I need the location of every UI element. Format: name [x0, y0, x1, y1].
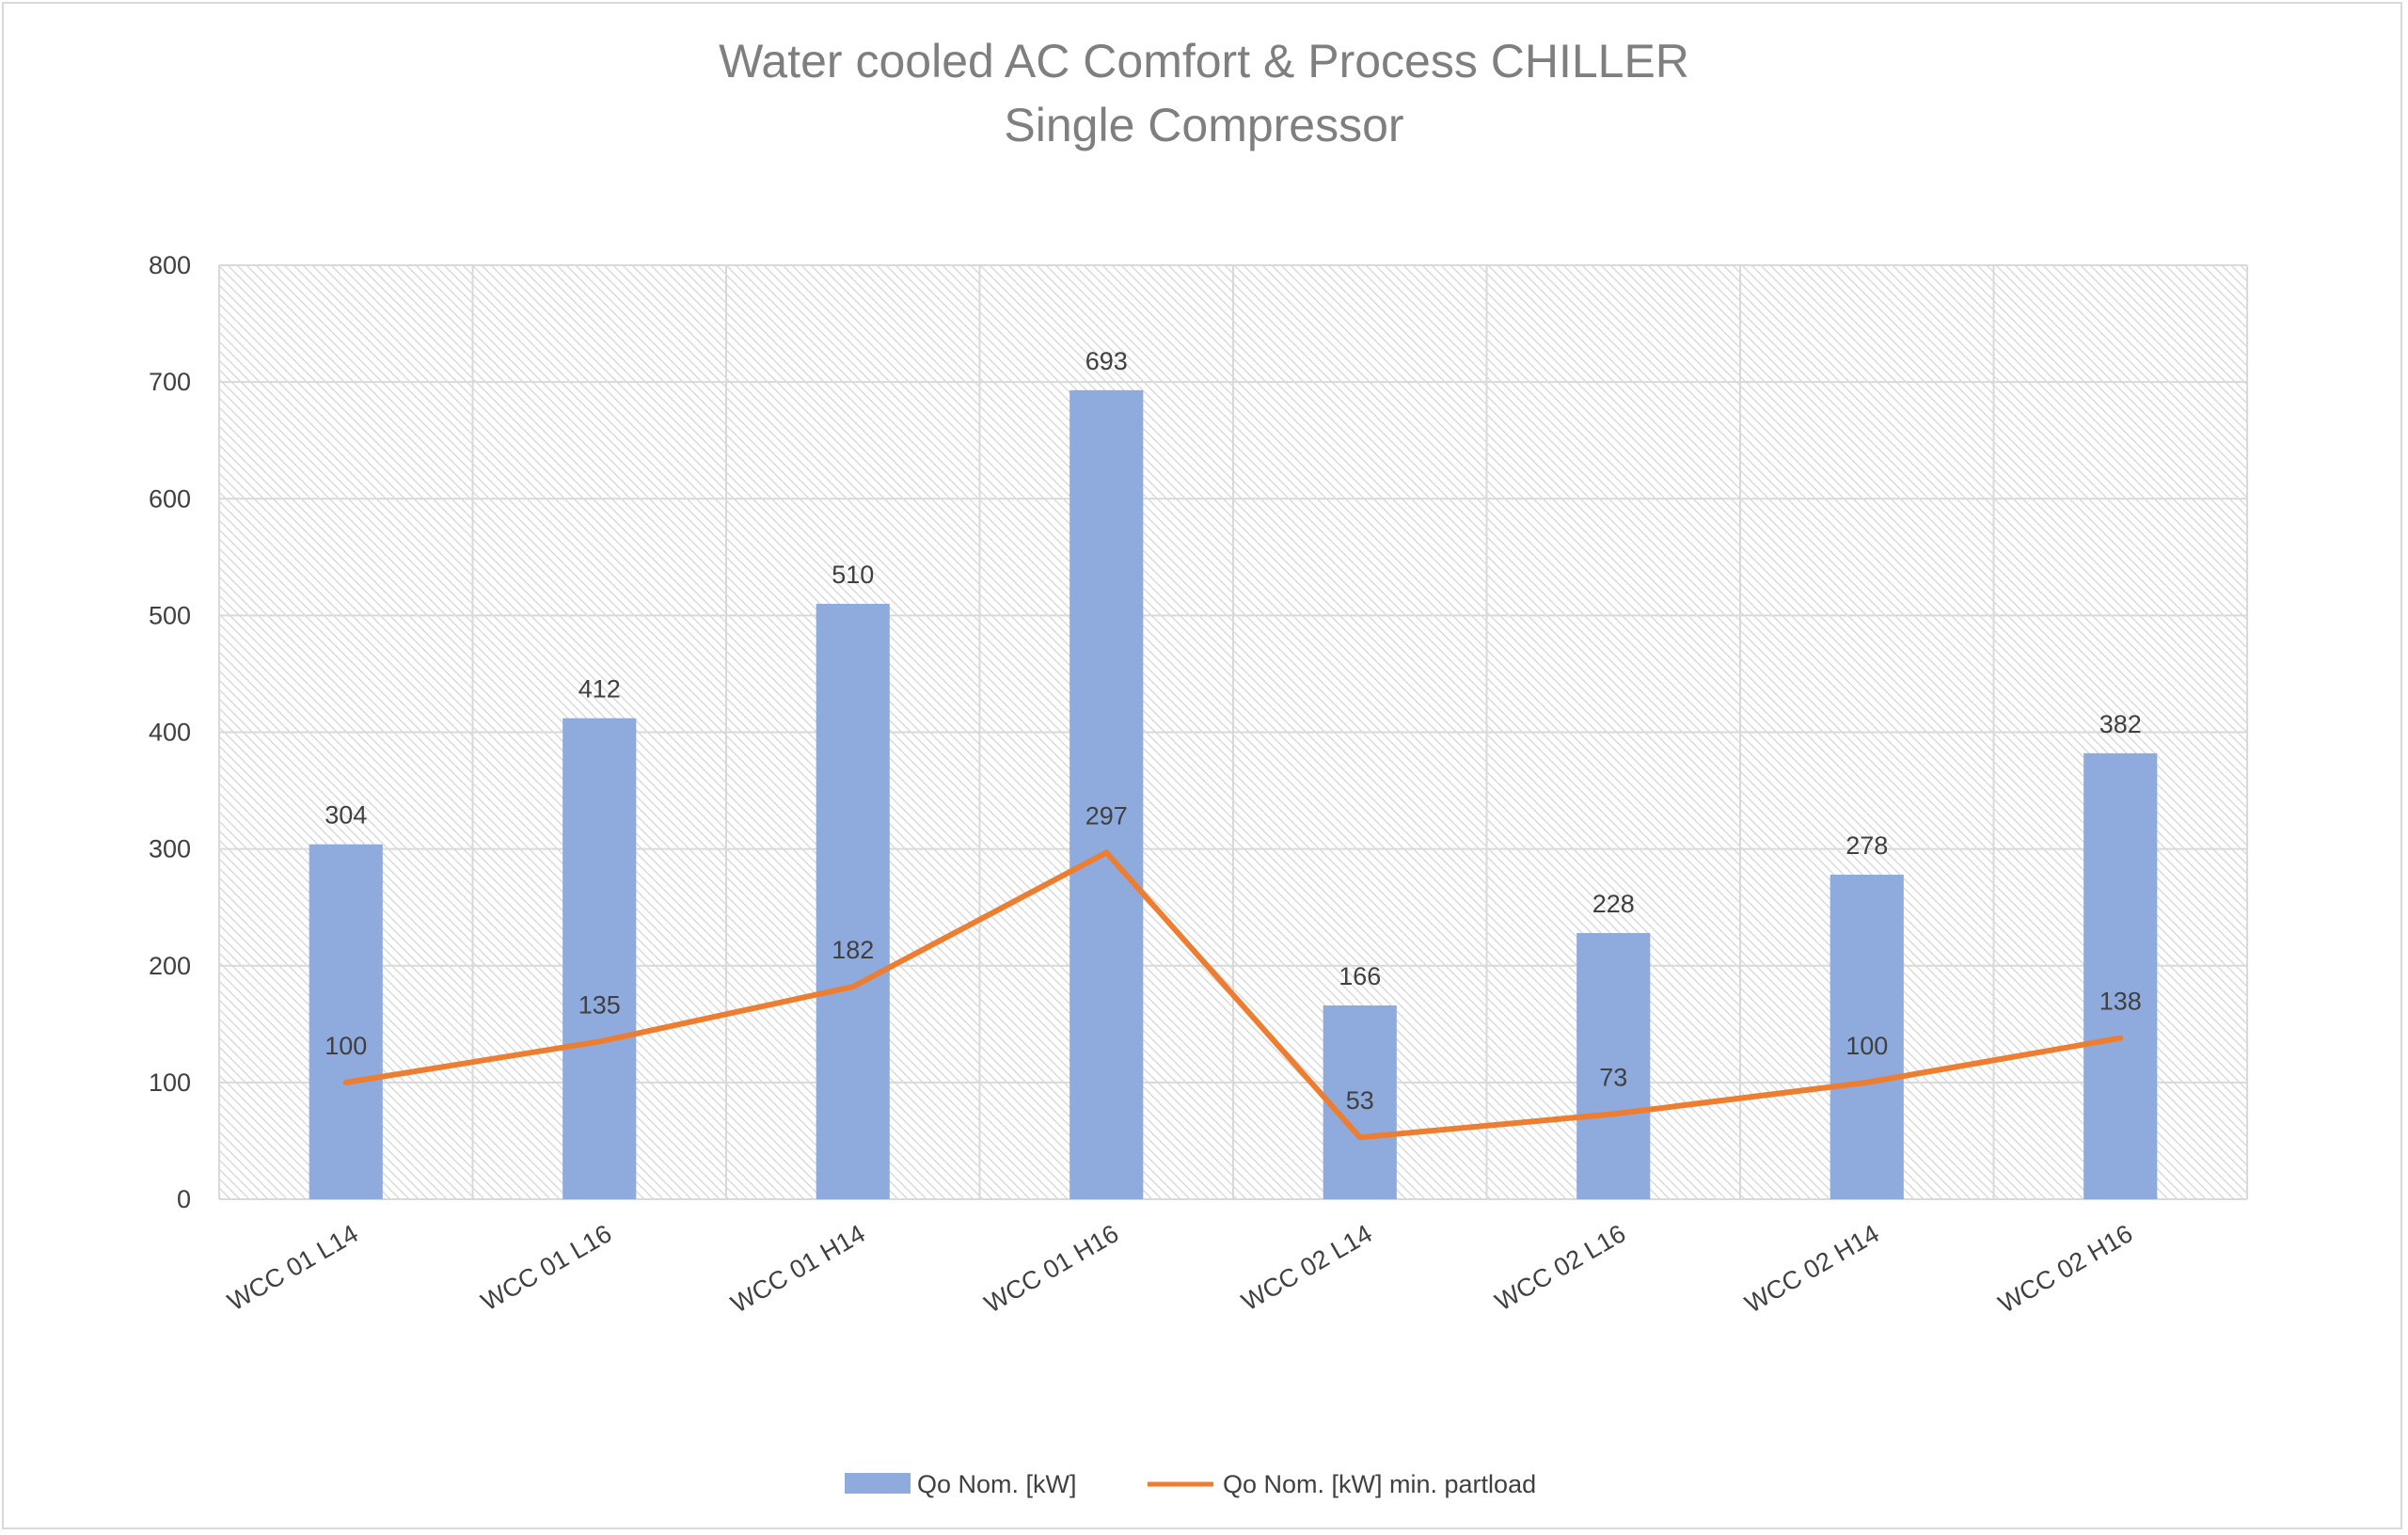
bar-data-labels: 304 412 510 693 166 228 278 382: [325, 347, 2142, 990]
legend-label-bar: Qo Nom. [kW]: [917, 1470, 1077, 1498]
bar-data-label: 278: [1846, 831, 1888, 860]
bar: [562, 718, 637, 1199]
series-line: [342, 849, 2124, 1141]
bar-series: [309, 389, 2158, 1200]
bar-data-label: 304: [325, 801, 367, 830]
bar-data-label: 412: [578, 675, 621, 704]
bar: [1830, 874, 1904, 1199]
x-tick-label: WCC 02 H16: [1994, 1219, 2138, 1319]
line-data-label: 297: [1085, 801, 1128, 830]
bar-data-label: 228: [1592, 890, 1635, 918]
chart-title: Water cooled AC Comfort & Process CHILLE…: [719, 35, 1689, 87]
y-tick-label: 800: [149, 251, 191, 279]
bar: [309, 844, 383, 1199]
line-data-label: 135: [578, 990, 621, 1019]
y-tick-label: 700: [149, 368, 191, 396]
y-axis-ticks: 0 100 200 300 400 500 600 700 800: [149, 251, 191, 1213]
bar: [1576, 932, 1651, 1199]
line-data-label: 138: [2099, 988, 2142, 1016]
line-series: [342, 849, 2124, 1141]
x-tick-label: WCC 02 L16: [1490, 1219, 1630, 1316]
bar: [1069, 389, 1144, 1200]
y-tick-label: 600: [149, 484, 191, 513]
x-tick-label: WCC 02 H14: [1740, 1219, 1884, 1319]
x-tick-label: WCC 01 H14: [726, 1219, 870, 1319]
y-tick-label: 200: [149, 952, 191, 980]
bar: [2083, 752, 2158, 1199]
legend: Qo Nom. [kW] Qo Nom. [kW] min. partload: [845, 1470, 1536, 1498]
y-tick-label: 100: [149, 1068, 191, 1097]
legend-swatch-bar: [845, 1473, 911, 1494]
y-tick-label: 0: [177, 1185, 191, 1213]
bar-data-label: 166: [1339, 962, 1381, 990]
x-tick-label: WCC 02 L14: [1237, 1219, 1377, 1316]
y-tick-label: 500: [149, 601, 191, 629]
line-data-label: 53: [1346, 1086, 1374, 1115]
gridlines: [218, 264, 2248, 1200]
bar: [816, 603, 890, 1199]
x-tick-label: WCC 01 H16: [980, 1219, 1124, 1319]
line-data-label: 182: [832, 936, 874, 964]
y-tick-label: 300: [149, 835, 191, 863]
line-data-label: 100: [325, 1032, 367, 1060]
line-data-label: 73: [1599, 1063, 1627, 1091]
chart-subtitle: Single Compressor: [1004, 99, 1403, 151]
legend-label-line: Qo Nom. [kW] min. partload: [1223, 1470, 1536, 1498]
x-tick-label: WCC 01 L14: [223, 1219, 363, 1316]
line-data-labels: 100 135 182 297 53 73 100 138: [325, 801, 2142, 1115]
x-axis-ticks: WCC 01 L14 WCC 01 L16 WCC 01 H14 WCC 01 H16…: [223, 1219, 2137, 1319]
y-tick-label: 400: [149, 719, 191, 747]
bar-data-label: 382: [2099, 710, 2142, 738]
x-tick-label: WCC 01 L16: [476, 1219, 616, 1316]
line-data-label: 100: [1846, 1032, 1888, 1060]
bar-data-label: 693: [1085, 347, 1128, 375]
bar-data-label: 510: [832, 561, 874, 589]
bar: [1323, 1005, 1397, 1199]
